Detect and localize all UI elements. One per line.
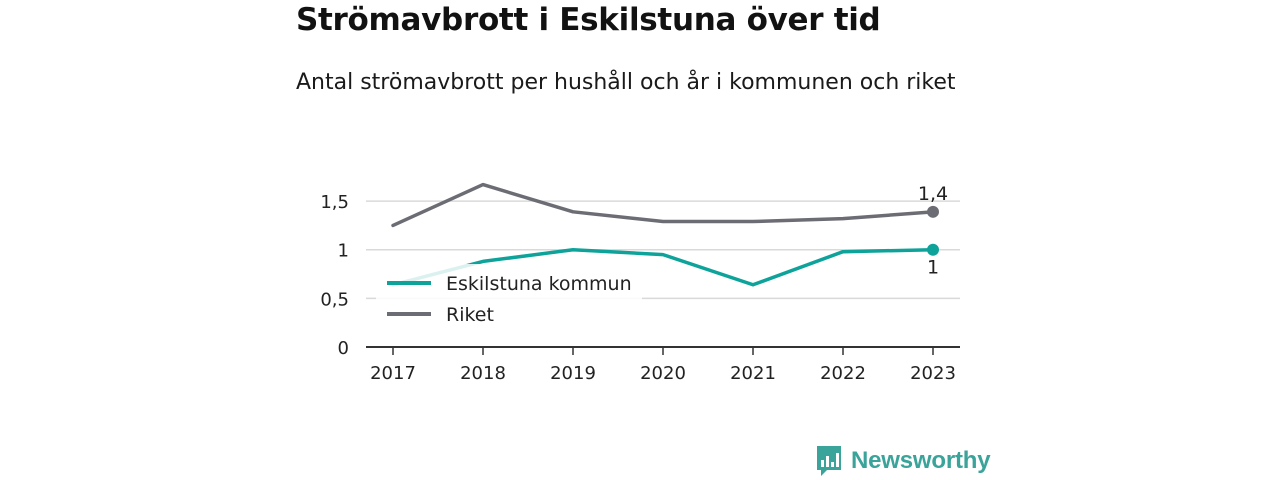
chart-title: Strömavbrott i Eskilstuna över tid	[296, 2, 881, 38]
x-tick-label: 2023	[910, 363, 956, 384]
x-tick-label: 2018	[460, 363, 506, 384]
series-line-riket	[391, 182, 935, 228]
series-line-eskilstuna	[391, 247, 935, 287]
x-tick-label: 2019	[550, 363, 596, 384]
y-tick-label: 1	[338, 241, 349, 262]
end-value-label: 1,4	[918, 183, 948, 205]
y-tick-label: 1,5	[320, 192, 349, 213]
x-tick-label: 2021	[730, 363, 776, 384]
legend-background	[376, 264, 642, 328]
bar-chart-logo-icon	[817, 446, 841, 476]
end-point-eskilstuna	[927, 243, 939, 256]
x-tick-label: 2017	[370, 363, 416, 384]
x-tick-label: 2022	[820, 363, 866, 384]
legend-label: Riket	[446, 304, 494, 326]
legend-label: Eskilstuna kommun	[446, 273, 632, 295]
y-tick-label: 0,5	[320, 289, 349, 310]
chart-subtitle: Antal strömavbrott per hushåll och år i …	[296, 70, 956, 95]
brand-name: Newsworthy	[851, 447, 991, 474]
newsworthy-logo: Newsworthy	[815, 444, 991, 478]
end-point-riket	[927, 205, 939, 218]
x-tick-label: 2020	[640, 363, 686, 384]
end-value-label: 1	[927, 257, 939, 279]
y-tick-label: 0	[338, 338, 349, 359]
